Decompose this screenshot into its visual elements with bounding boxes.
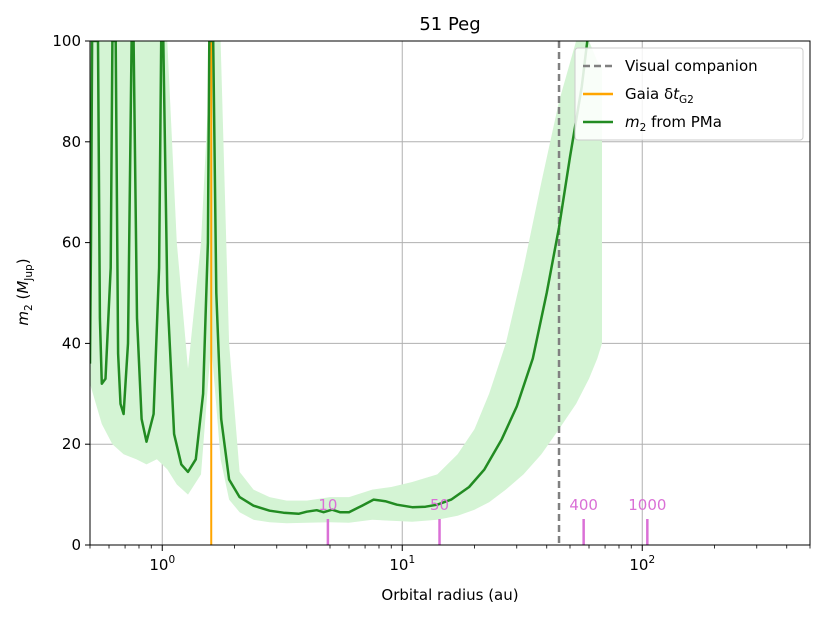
period-label: 400 [569,496,598,514]
y-tick-label: 20 [62,435,81,453]
legend-rest: from PMa [646,113,722,131]
x-tick-base: 10 [629,556,648,574]
x-tick-base: 10 [149,556,168,574]
uncertainty-band [90,41,602,524]
chart-title: 51 Peg [419,14,480,35]
y-tick-label: 60 [62,234,81,252]
legend-prefix: m [625,113,640,131]
y-label-M: M [14,281,32,294]
period-label: 50 [430,496,449,514]
x-tick-label: 101 [389,554,415,574]
legend-sub: G2 [679,94,694,106]
plot-frame [89,40,811,546]
y-tick-label: 100 [52,32,81,50]
x-tick-exp: 0 [168,554,175,566]
legend-label: Visual companion [625,57,758,75]
y-label-sub: 2 [23,304,35,311]
y-label-m: m [14,311,32,326]
y-label-jup: Jup [23,264,35,282]
x-tick-exp: 2 [648,554,655,566]
period-markers: 10 50 400 1000 [318,496,666,545]
x-axis-label: Orbital radius (au) [381,586,518,604]
band-area [90,41,602,524]
x-tick-label: 102 [629,554,655,574]
y-tick-label: 0 [71,536,81,554]
y-tick-label: 80 [62,133,81,151]
y-label-rest: ( [14,294,32,305]
x-tick-label: 100 [149,554,175,574]
period-label: 1000 [628,496,666,514]
legend-main: Gaia δ [625,85,673,103]
x-tick-exp: 1 [408,554,415,566]
legend: Visual companion Gaia δtG2 m2 from PMa [574,47,804,141]
y-label-close: ) [14,258,32,264]
mass-curve-path [90,41,589,516]
legend-sub: 2 [640,122,647,134]
legend-italic: t [673,85,680,103]
legend-label: m2 from PMa [625,113,722,134]
y-tick-label: 40 [62,334,81,352]
y-axis-label: m2 (MJup) [14,258,35,325]
legend-box [574,47,804,141]
mass-curve [90,41,589,516]
legend-label: Gaia δtG2 [625,85,694,106]
x-tick-base: 10 [389,556,408,574]
period-label: 10 [318,496,337,514]
